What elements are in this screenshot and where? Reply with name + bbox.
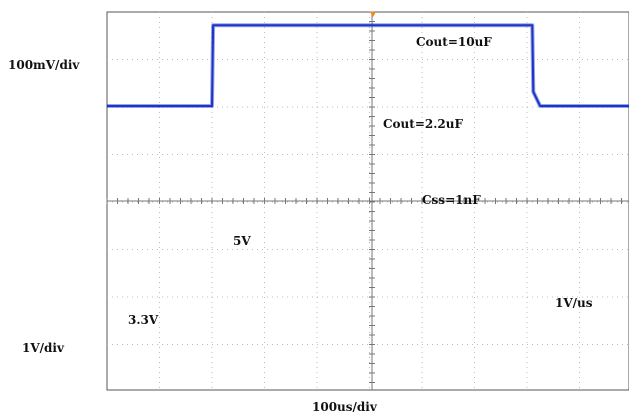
y-axis-label-ripple: 100mV/div (8, 58, 80, 72)
trace-line-2 (107, 24, 629, 107)
plot-traces (107, 23, 629, 108)
trace-band-2 (107, 23, 629, 108)
x-axis-label: 100us/div (312, 400, 378, 413)
annotation-slew-rate: 1V/us (555, 296, 593, 310)
plot-grid (106, 11, 629, 391)
annotation-cout10: Cout=10uF (416, 35, 492, 49)
y-axis-label-input: 1V/div (22, 341, 65, 355)
annotation-css: Css=1nF (422, 193, 481, 207)
annotation-cout22: Cout=2.2uF (383, 117, 463, 131)
annotation-5v: 5V (233, 234, 251, 248)
trigger-marker (370, 12, 376, 17)
annotation-3v3: 3.3V (128, 313, 159, 327)
